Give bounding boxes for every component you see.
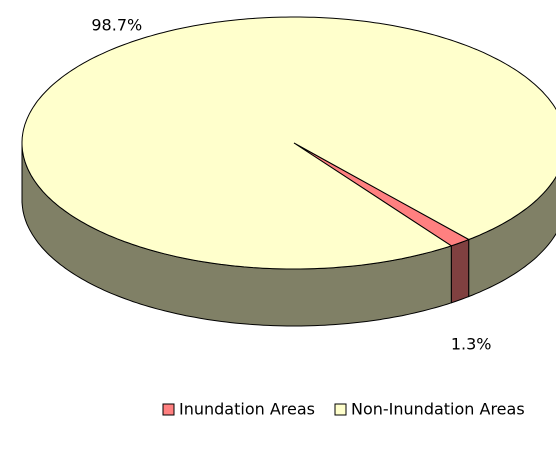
- legend-label: Inundation Areas: [179, 400, 315, 419]
- legend-swatch: [162, 403, 175, 416]
- legend-label: Non-Inundation Areas: [351, 400, 525, 419]
- data-label: 1.3%: [451, 335, 492, 354]
- pie-side: [450, 238, 470, 304]
- legend-swatch: [334, 403, 347, 416]
- data-label: 98.7%: [91, 15, 142, 34]
- pie-slice: [21, 16, 556, 270]
